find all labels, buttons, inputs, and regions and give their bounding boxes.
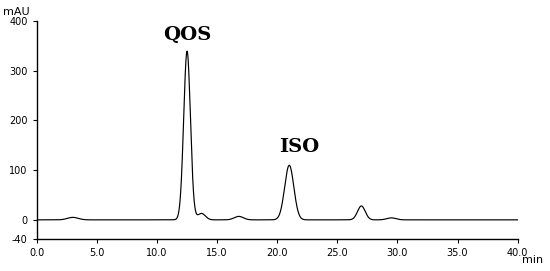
Text: ISO: ISO <box>279 138 319 156</box>
Text: min: min <box>522 255 543 265</box>
Text: mAU: mAU <box>3 7 30 17</box>
Text: QOS: QOS <box>163 25 211 43</box>
